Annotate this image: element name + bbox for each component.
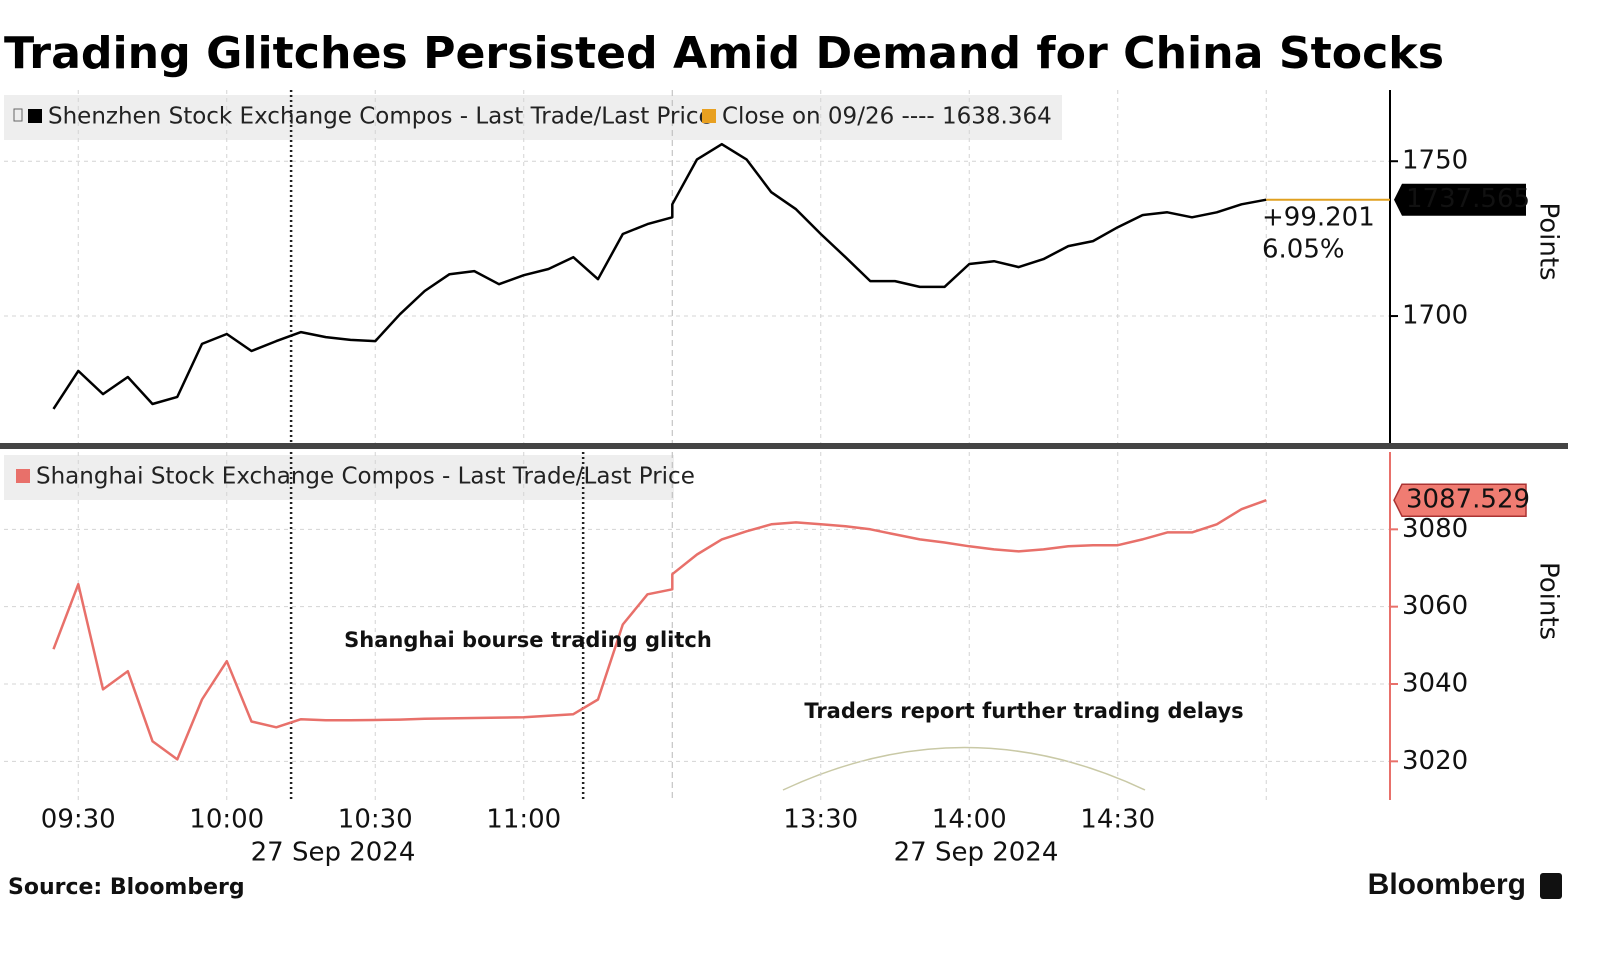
panel-separator [0, 443, 1568, 449]
y-tick-label: 1750 [1402, 146, 1468, 176]
x-tick-label: 09:30 [41, 805, 116, 835]
legend-label: Shenzhen Stock Exchange Compos - Last Tr… [48, 104, 713, 130]
brand: Bloomberg [1368, 868, 1526, 901]
x-tick-label: 11:00 [486, 805, 561, 835]
y-tick-label: 3060 [1402, 591, 1468, 621]
y-tick-label: 3080 [1402, 514, 1468, 544]
last-value-label: 1737.565 [1406, 184, 1530, 214]
annotation: Traders report further trading delays [804, 699, 1243, 723]
x-date-label: 27 Sep 2024 [894, 838, 1059, 868]
annotation: Shanghai bourse trading glitch [344, 628, 712, 652]
legend-box [4, 455, 674, 500]
legend-swatch [702, 109, 716, 123]
brand-icon [1540, 873, 1562, 899]
x-tick-label: 10:30 [338, 805, 413, 835]
x-tick-label: 10:00 [189, 805, 264, 835]
legend-swatch [16, 469, 30, 483]
legend-box [4, 95, 1062, 140]
legend-label: Shanghai Stock Exchange Compos - Last Tr… [36, 464, 695, 490]
y-tick-label: 3020 [1402, 746, 1468, 776]
legend-swatch [28, 109, 42, 123]
x-tick-label: 13:30 [783, 805, 858, 835]
annotation-arc [782, 746, 1146, 791]
last-value-box [1394, 183, 1526, 216]
x-tick-label: 14:30 [1080, 805, 1155, 835]
series-line [52, 142, 1267, 410]
x-tick-label: 14:00 [932, 805, 1007, 835]
change-label: +99.201 [1262, 203, 1375, 233]
y-tick-label: 3040 [1402, 669, 1468, 699]
x-date-label: 27 Sep 2024 [251, 838, 416, 868]
source: Source: Bloomberg [8, 875, 245, 900]
y-tick-label: 1700 [1402, 301, 1468, 331]
last-value-label: 3087.529 [1406, 485, 1530, 515]
last-value-box [1393, 483, 1527, 517]
legend-label: Close on 09/26 ---- 1638.364 [722, 104, 1052, 130]
chart-title: Trading Glitches Persisted Amid Demand f… [4, 28, 1444, 79]
series-line [52, 499, 1267, 761]
y-axis-label: Points [1534, 562, 1564, 640]
change-label: 6.05% [1262, 235, 1345, 265]
y-axis-label: Points [1534, 202, 1564, 280]
legend-icon [13, 108, 23, 122]
